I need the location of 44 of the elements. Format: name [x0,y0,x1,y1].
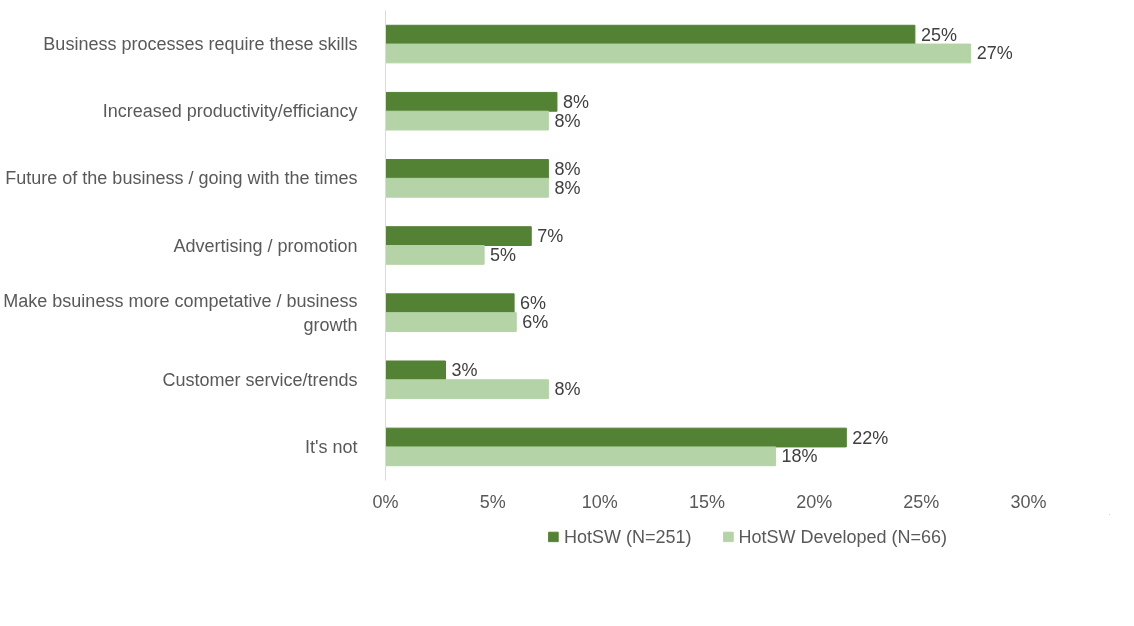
y-tick-label: Advertising / promotion [173,235,358,256]
data-label: 6% [520,293,547,314]
legend-label: HotSW Developed (N=66) [738,526,948,547]
bar [385,91,558,112]
bar [385,379,549,400]
bar [385,159,549,179]
data-label: 27% [976,43,1013,64]
data-label: 3% [451,360,478,381]
bar [385,43,972,64]
bar [385,293,515,314]
x-tick-label: 0% [372,491,399,512]
y-tick-label: It's not [305,436,358,457]
bar [385,110,549,131]
bar [385,446,777,467]
bar [385,226,532,246]
data-label: 18% [781,446,818,467]
bar [385,24,916,45]
bar [385,360,447,381]
y-tick-label: Make bsuiness more competative / business growth [3,290,358,335]
y-tick-label: Future of the business / going with the times [5,168,358,189]
data-label: 25% [920,24,957,45]
data-label: 22% [852,427,889,448]
x-tick-label: 15% [688,491,726,512]
bar [385,312,517,332]
x-tick-label: 25% [903,491,940,512]
data-label: 8% [554,158,581,179]
data-label: 7% [537,226,564,247]
x-tick-label: 5% [479,491,506,512]
y-tick-label: Business processes require these skills [43,34,358,55]
legend-label: HotSW (N=251) [563,526,692,547]
data-label: 5% [490,244,517,265]
data-label: 8% [554,379,581,400]
data-label: 8% [554,177,581,198]
bar [385,427,847,448]
data-label: 8% [554,110,581,131]
bar [385,245,485,265]
y-tick-label: Increased productivity/efficiancy [102,101,358,122]
x-tick-label: 20% [796,491,833,512]
x-tick-label: 30% [1010,491,1047,512]
data-label: 8% [562,91,589,112]
bar [385,177,549,198]
y-tick-label: Customer service/trends [162,369,358,390]
x-tick-label: 10% [581,491,618,512]
data-label: 6% [522,312,549,333]
